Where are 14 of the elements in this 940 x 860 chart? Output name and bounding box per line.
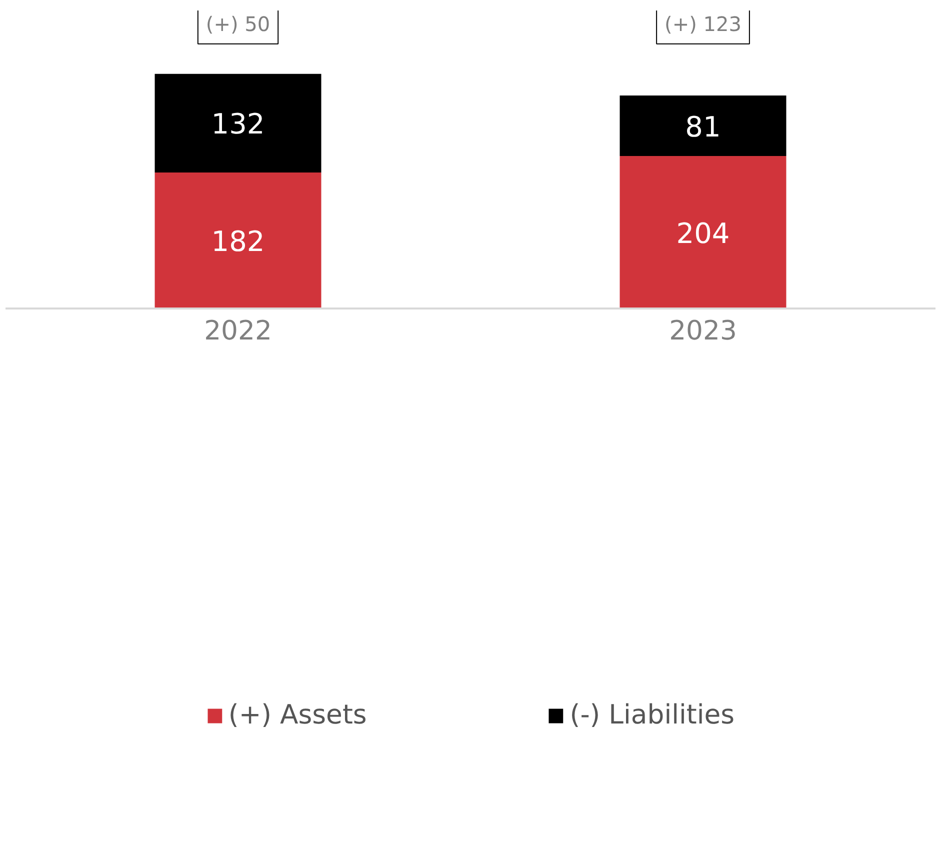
bar — [620, 156, 786, 308]
data-label: 132 — [211, 108, 265, 141]
text: (+) 123 — [664, 12, 742, 36]
data-label: 182 — [211, 225, 265, 258]
bar — [620, 96, 786, 156]
bar — [154, 74, 322, 172]
text: (+) 50 — [206, 12, 270, 36]
bar — [154, 172, 322, 308]
data-label: 81 — [685, 110, 721, 144]
legend-label: (+) Assets — [228, 700, 367, 731]
legend-label: (-) Liabilities — [570, 700, 735, 731]
data-label: 204 — [676, 216, 730, 250]
x-tick-label: 2022 — [204, 316, 272, 346]
x-tick-label: 2023 — [669, 316, 737, 346]
